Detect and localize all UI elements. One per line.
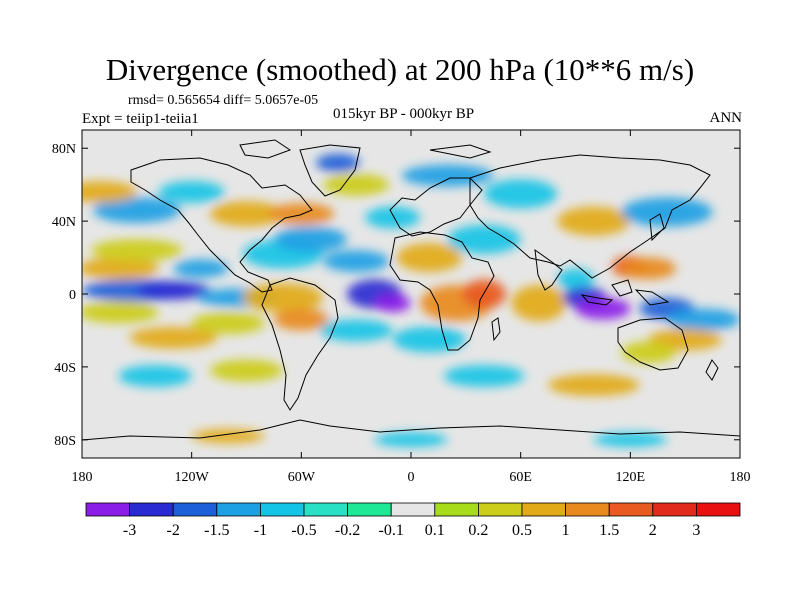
contour-region bbox=[374, 294, 411, 313]
colorbar-swatch bbox=[129, 502, 174, 517]
comparison-label: 015kyr BP - 000kyr BP bbox=[333, 106, 475, 122]
contour-region bbox=[323, 250, 390, 273]
colorbar-swatch bbox=[652, 502, 697, 517]
contour-region bbox=[315, 153, 360, 172]
contour-region bbox=[273, 308, 329, 331]
contour-region bbox=[374, 432, 448, 448]
latitude-axis: 80N 40N 0 40S 80S bbox=[52, 142, 740, 449]
lon-tick-label: 180 bbox=[730, 470, 751, 485]
colorbar-swatch bbox=[390, 502, 436, 517]
colorbar-swatch bbox=[696, 502, 741, 517]
colorbar-swatch bbox=[85, 502, 130, 517]
colorbar-swatch bbox=[565, 502, 610, 517]
experiment-label: Expt = teiip1-teiia1 bbox=[82, 111, 199, 127]
contour-region bbox=[82, 181, 137, 203]
colorbar-swatch bbox=[216, 502, 261, 517]
colorbar-swatch bbox=[477, 502, 523, 517]
contour-region bbox=[401, 164, 494, 187]
colorbar-swatch bbox=[347, 502, 392, 517]
colorbar-label: 1.5 bbox=[599, 522, 619, 539]
colorbar-label: -2 bbox=[167, 522, 180, 539]
lat-tick-label: 40S bbox=[54, 361, 76, 376]
contour-region bbox=[129, 326, 218, 349]
lat-tick-label: 80S bbox=[54, 434, 76, 449]
contour-region bbox=[209, 201, 284, 227]
colorbar-label: 0.2 bbox=[468, 522, 488, 539]
colorbar-label: -1 bbox=[254, 522, 267, 539]
contour-region bbox=[158, 181, 225, 203]
lon-tick-label: 180 bbox=[72, 470, 93, 485]
season-label: ANN bbox=[709, 110, 743, 126]
contour-region bbox=[91, 239, 183, 262]
colorbar-label: -3 bbox=[123, 522, 136, 539]
contour-region bbox=[273, 226, 348, 253]
contour-region bbox=[365, 206, 421, 229]
contour-region bbox=[136, 281, 210, 300]
colorbar-swatch bbox=[434, 502, 479, 517]
colorbar-label: -0.2 bbox=[335, 522, 360, 539]
contour-region bbox=[621, 341, 677, 364]
colorbar: -3 -2 -1.5 -1 -0.5 -0.2 -0.1 0.1 0.2 0.5 1 1.5 2 3 bbox=[85, 502, 741, 539]
contour-region bbox=[319, 319, 393, 342]
contour-region bbox=[447, 224, 521, 254]
colorbar-label: 0.5 bbox=[512, 522, 532, 539]
contour-region bbox=[557, 206, 631, 236]
stats-label: rmsd= 0.565654 diff= 5.0657e-05 bbox=[128, 93, 319, 108]
contour-region bbox=[242, 283, 324, 313]
colorbar-swatch bbox=[521, 502, 566, 517]
colorbar-swatch bbox=[608, 502, 654, 517]
colorbar-label: 2 bbox=[649, 522, 657, 539]
chart-title: Divergence (smoothed) at 200 hPa (10**6 … bbox=[105, 52, 695, 87]
longitude-axis: 180 120W 60W 0 60E 120E 180 bbox=[72, 130, 751, 485]
lon-tick-label: 120E bbox=[616, 470, 646, 485]
colorbar-label: -1.5 bbox=[204, 522, 229, 539]
contour-region bbox=[484, 179, 558, 209]
contour-region bbox=[511, 284, 567, 322]
lon-tick-label: 0 bbox=[408, 470, 415, 485]
colorbar-swatch bbox=[259, 502, 305, 517]
contour-region bbox=[557, 268, 594, 291]
contour-region bbox=[173, 259, 229, 278]
contour-region bbox=[82, 257, 159, 280]
lat-tick-label: 0 bbox=[69, 288, 76, 303]
lat-tick-label: 40N bbox=[52, 215, 76, 230]
colorbar-label: -0.1 bbox=[379, 522, 404, 539]
contour-region bbox=[575, 297, 631, 320]
contour-region bbox=[191, 428, 265, 444]
colorbar-label: 0.1 bbox=[425, 522, 445, 539]
contour-region bbox=[396, 242, 463, 273]
contour-region bbox=[268, 202, 335, 225]
contour-region bbox=[191, 312, 265, 335]
contour-region bbox=[209, 359, 284, 382]
lon-tick-label: 120W bbox=[175, 470, 210, 485]
colorbar-label: -0.5 bbox=[291, 522, 316, 539]
contour-region bbox=[392, 326, 466, 353]
colorbar-label: 3 bbox=[692, 522, 700, 539]
colorbar-swatch bbox=[172, 502, 218, 517]
contour-region bbox=[593, 432, 667, 448]
contour-region bbox=[82, 301, 159, 324]
lon-tick-label: 60E bbox=[509, 470, 532, 485]
contour-region bbox=[118, 365, 192, 387]
contour-region bbox=[92, 197, 181, 223]
contour-region bbox=[666, 308, 740, 331]
contour-region bbox=[621, 197, 713, 227]
contour-region bbox=[548, 374, 640, 397]
colorbar-label: 1 bbox=[562, 522, 570, 539]
coastlines bbox=[82, 139, 740, 441]
contour-region bbox=[443, 365, 525, 387]
contour-region bbox=[621, 257, 677, 280]
contour-region bbox=[462, 279, 507, 309]
lat-tick-label: 80N bbox=[52, 142, 76, 157]
colorbar-swatch bbox=[303, 502, 348, 517]
lon-tick-label: 60W bbox=[288, 470, 316, 485]
